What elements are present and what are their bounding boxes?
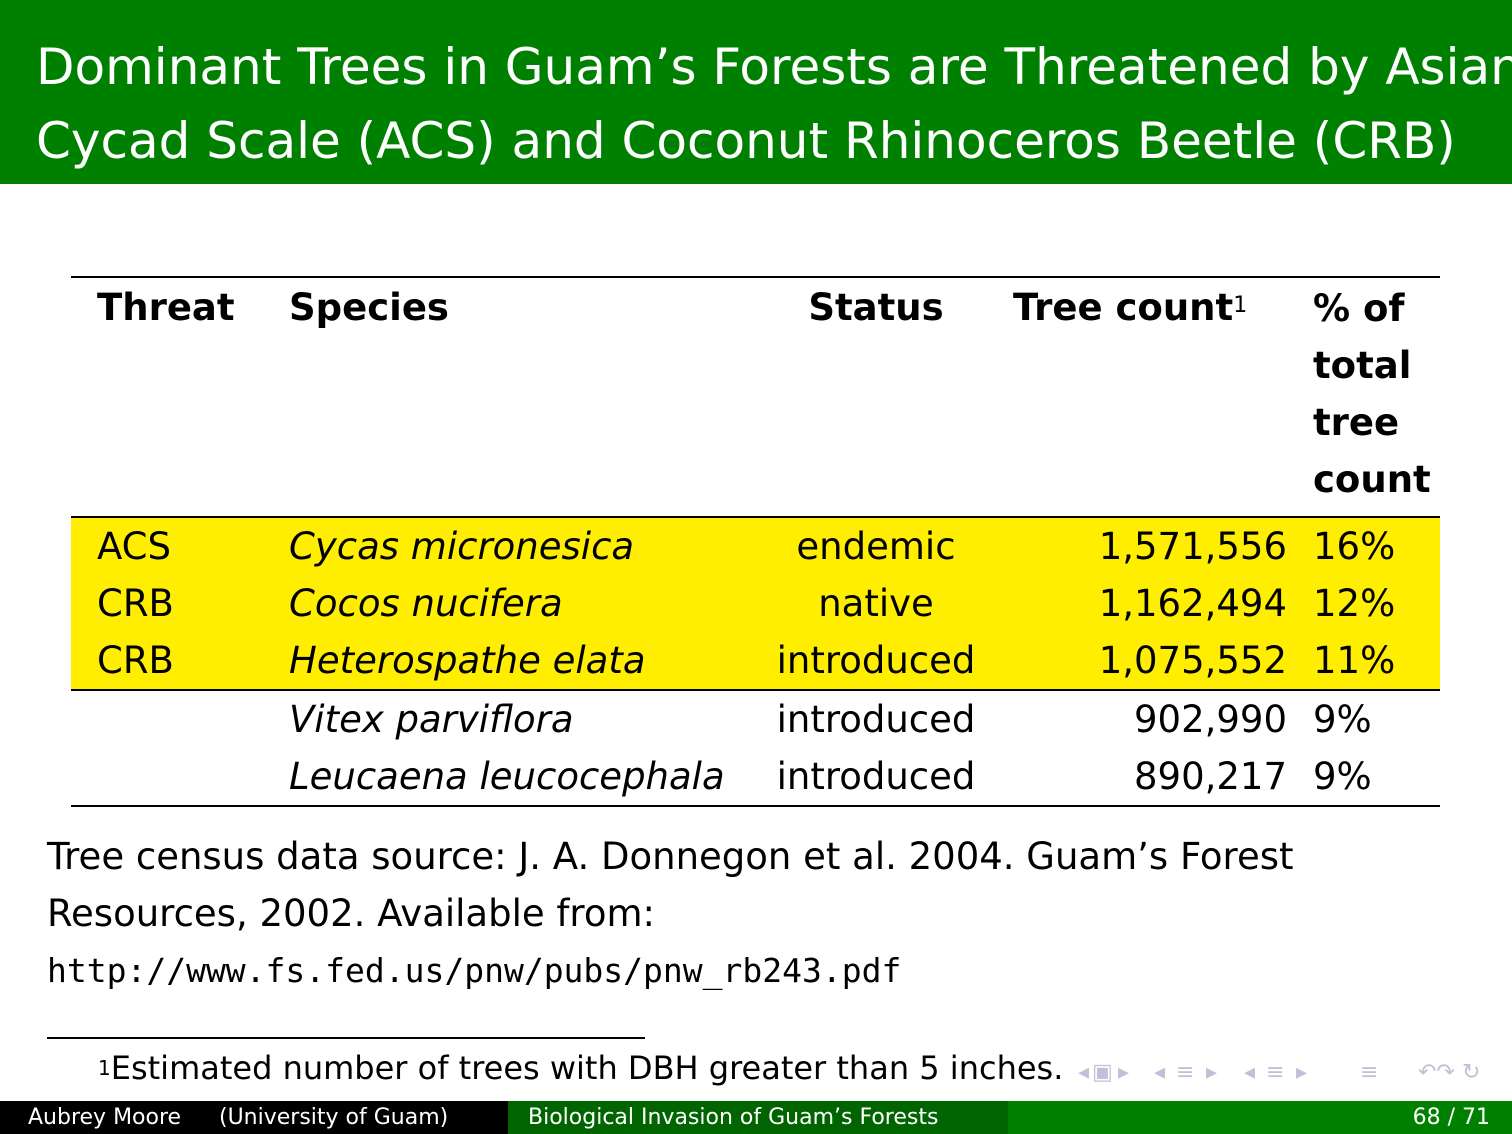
source-url-link[interactable]: http://www.fs.fed.us/pnw/pubs/pnw_rb243.… bbox=[47, 951, 902, 990]
slide-title-line-1: Dominant Trees in Guam’s Forests are Thr… bbox=[36, 38, 1512, 96]
cell-percent: 11% bbox=[1287, 632, 1440, 691]
cell-status: native bbox=[739, 575, 987, 632]
cell-species: Leucaena leucocephala bbox=[263, 748, 739, 807]
nav-subsection-back-icon[interactable]: ◂ bbox=[1154, 1060, 1166, 1085]
nav-frame-back-icon[interactable]: ◂ bbox=[1078, 1060, 1090, 1085]
table-row: CRB Heterospathe elata introduced 1,075,… bbox=[71, 632, 1440, 691]
header-tree-count: Tree count1 bbox=[987, 277, 1287, 517]
table-row: ACS Cycas micronesica endemic 1,571,556 … bbox=[71, 517, 1440, 575]
nav-frame-forward-icon[interactable]: ▸ bbox=[1118, 1060, 1130, 1085]
cell-threat bbox=[71, 748, 263, 807]
header-tree-count-label: Tree count bbox=[1013, 286, 1234, 329]
source-line-2: Resources, 2002. Available from: bbox=[47, 892, 655, 935]
nav-frame-icon[interactable]: ▣ bbox=[1092, 1060, 1113, 1085]
nav-redo-icon[interactable]: ↻ bbox=[1462, 1060, 1481, 1085]
tree-count-table: Threat Species Status Tree count1 % of t… bbox=[71, 276, 1440, 807]
footer-author: Aubrey Moore bbox=[28, 1105, 182, 1130]
cell-species: Cocos nucifera bbox=[263, 575, 739, 632]
footnote: 1Estimated number of trees with DBH grea… bbox=[98, 1048, 1063, 1088]
header-species: Species bbox=[289, 286, 449, 329]
footer-institution: (University of Guam) bbox=[219, 1105, 449, 1130]
header-status: Status bbox=[808, 286, 944, 329]
table-row: Vitex parviflora introduced 902,990 9% bbox=[71, 690, 1440, 748]
nav-subsection-icon[interactable]: ≡ bbox=[1176, 1060, 1195, 1085]
footer-title-section: Biological Invasion of Guam’s Forests bbox=[508, 1101, 1008, 1134]
footer-page-number: 68 / 71 bbox=[1412, 1105, 1490, 1130]
source-line-1: Tree census data source: J. A. Donnegon … bbox=[47, 835, 1294, 878]
slide-title-bar: Dominant Trees in Guam’s Forests are Thr… bbox=[0, 0, 1512, 184]
cell-species: Vitex parviflora bbox=[289, 698, 574, 741]
slide-footer: Aubrey Moore (University of Guam) Biolog… bbox=[0, 1101, 1512, 1134]
cell-threat: CRB bbox=[71, 575, 263, 632]
cell-percent: 9% bbox=[1287, 748, 1440, 807]
cell-count: 1,162,494 bbox=[987, 575, 1287, 632]
cell-percent: 9% bbox=[1313, 698, 1372, 741]
cell-status: introduced bbox=[739, 632, 987, 691]
footer-page-section: 68 / 71 bbox=[1008, 1101, 1512, 1134]
nav-subsection-forward-icon[interactable]: ▸ bbox=[1206, 1060, 1218, 1085]
cell-status: introduced bbox=[739, 748, 987, 807]
table-row: CRB Cocos nucifera native 1,162,494 12% bbox=[71, 575, 1440, 632]
cell-count: 890,217 bbox=[987, 748, 1287, 807]
nav-section-icon[interactable]: ≡ bbox=[1266, 1060, 1285, 1085]
cell-count: 1,075,552 bbox=[987, 632, 1287, 691]
data-source-citation: Tree census data source: J. A. Donnegon … bbox=[47, 828, 1294, 999]
nav-section-back-icon[interactable]: ◂ bbox=[1244, 1060, 1256, 1085]
cell-status: endemic bbox=[739, 517, 987, 575]
header-percent: % of total tree count bbox=[1313, 287, 1431, 501]
cell-threat: CRB bbox=[71, 632, 263, 691]
cell-count: 1,571,556 bbox=[987, 517, 1287, 575]
cell-count: 902,990 bbox=[1133, 698, 1287, 741]
footnote-number: 1 bbox=[98, 1056, 111, 1080]
footnote-mark: 1 bbox=[1233, 293, 1248, 318]
cell-percent: 16% bbox=[1287, 517, 1440, 575]
table-row: Leucaena leucocephala introduced 890,217… bbox=[71, 748, 1440, 807]
nav-search-icon[interactable]: ↶↷ bbox=[1418, 1060, 1455, 1085]
nav-section-forward-icon[interactable]: ▸ bbox=[1296, 1060, 1308, 1085]
nav-document-icon[interactable]: ≡ bbox=[1360, 1060, 1379, 1085]
footnote-divider bbox=[47, 1037, 645, 1039]
header-threat: Threat bbox=[97, 286, 235, 329]
footer-short-title: Biological Invasion of Guam’s Forests bbox=[528, 1105, 939, 1130]
cell-status: introduced bbox=[776, 698, 976, 741]
footer-author-section: Aubrey Moore (University of Guam) bbox=[0, 1101, 508, 1134]
cell-threat: ACS bbox=[71, 517, 263, 575]
slide-title-line-2: Cycad Scale (ACS) and Coconut Rhinoceros… bbox=[36, 112, 1456, 170]
cell-species: Cycas micronesica bbox=[263, 517, 739, 575]
cell-species: Heterospathe elata bbox=[263, 632, 739, 691]
footnote-text: Estimated number of trees with DBH great… bbox=[110, 1049, 1064, 1087]
cell-percent: 12% bbox=[1287, 575, 1440, 632]
cell-threat bbox=[71, 690, 263, 748]
table-header-row: Threat Species Status Tree count1 % of t… bbox=[71, 277, 1440, 517]
